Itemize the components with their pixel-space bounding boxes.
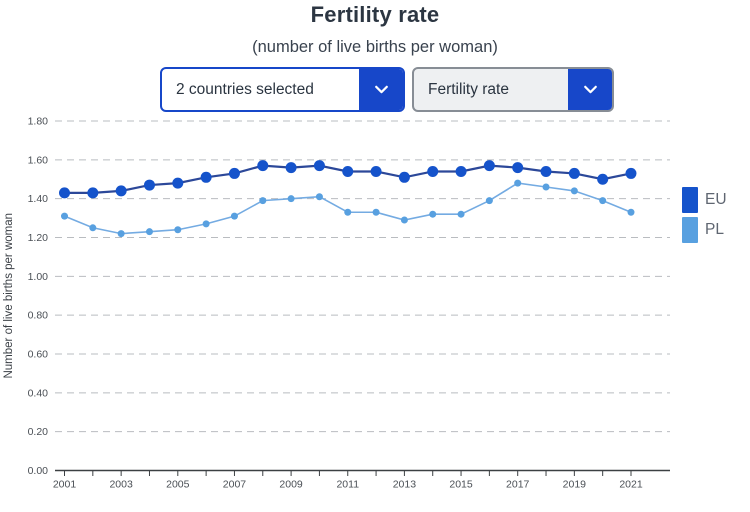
data-point-eu-2007[interactable] — [228, 167, 240, 179]
data-point-pl-2003[interactable] — [117, 230, 125, 238]
countries-dropdown-value: 2 countries selected — [176, 80, 314, 98]
data-point-eu-2012[interactable] — [370, 165, 382, 177]
legend-item-pl[interactable]: PL — [682, 217, 727, 243]
data-point-eu-2014[interactable] — [427, 165, 439, 177]
legend-label-eu: EU — [705, 191, 727, 208]
data-point-pl-2016[interactable] — [485, 197, 493, 205]
data-point-eu-2010[interactable] — [313, 160, 325, 172]
data-point-pl-2019[interactable] — [570, 187, 578, 195]
data-point-pl-2002[interactable] — [89, 224, 97, 232]
y-tick-label: 1.80 — [28, 116, 49, 128]
indicator-dropdown-value: Fertility rate — [428, 80, 509, 98]
data-point-pl-2005[interactable] — [174, 226, 182, 234]
countries-dropdown[interactable]: 2 countries selected — [160, 67, 405, 112]
chart-legend: EU PL — [682, 187, 727, 243]
data-point-eu-2008[interactable] — [257, 160, 269, 172]
x-tick-label: 2009 — [279, 479, 303, 491]
y-tick-label: 0.60 — [28, 349, 49, 361]
data-point-pl-2001[interactable] — [61, 212, 68, 220]
data-point-pl-2007[interactable] — [230, 212, 238, 220]
eu-series-swatch — [682, 187, 698, 213]
legend-label-pl: PL — [705, 221, 724, 238]
countries-dropdown-button[interactable] — [359, 69, 403, 110]
y-tick-label: 1.20 — [28, 232, 49, 244]
data-point-pl-2013[interactable] — [400, 216, 408, 224]
data-point-pl-2020[interactable] — [599, 197, 607, 205]
data-point-pl-2015[interactable] — [457, 210, 465, 218]
y-axis-title: Number of live births per woman — [3, 213, 15, 379]
data-point-eu-2013[interactable] — [398, 171, 410, 183]
data-point-pl-2014[interactable] — [429, 210, 437, 218]
chevron-down-icon — [583, 85, 597, 94]
data-point-pl-2009[interactable] — [287, 195, 295, 203]
data-point-eu-2002[interactable] — [87, 187, 99, 199]
indicator-dropdown[interactable]: Fertility rate — [412, 67, 614, 112]
data-point-pl-2018[interactable] — [542, 183, 550, 191]
x-tick-label: 2019 — [563, 479, 587, 491]
page-title: Fertility rate — [310, 2, 440, 27]
page-subtitle: (number of live births per woman) — [252, 38, 498, 56]
indicator-dropdown-button[interactable] — [568, 69, 612, 110]
pl-series-swatch — [682, 217, 698, 243]
data-point-pl-2011[interactable] — [344, 208, 352, 216]
x-tick-label: 2001 — [53, 479, 77, 491]
y-tick-label: 1.00 — [28, 271, 49, 283]
data-point-pl-2004[interactable] — [145, 228, 153, 236]
series-line-pl — [64, 182, 632, 235]
y-tick-label: 0.40 — [28, 387, 49, 399]
y-tick-label: 1.40 — [28, 193, 49, 205]
y-tick-label: 0.00 — [28, 465, 49, 477]
data-point-eu-2009[interactable] — [285, 162, 297, 174]
data-point-pl-2012[interactable] — [372, 208, 380, 216]
data-point-eu-2001[interactable] — [59, 187, 70, 199]
data-point-pl-2017[interactable] — [514, 179, 522, 187]
data-point-pl-2021[interactable] — [627, 208, 635, 216]
data-point-eu-2006[interactable] — [200, 171, 212, 183]
data-point-eu-2003[interactable] — [115, 185, 127, 197]
series-eu — [59, 160, 637, 199]
x-tick-label: 2003 — [109, 479, 133, 491]
data-point-eu-2004[interactable] — [143, 179, 155, 191]
data-point-pl-2006[interactable] — [202, 220, 210, 228]
data-point-eu-2019[interactable] — [568, 167, 580, 179]
x-tick-label: 2013 — [393, 479, 417, 491]
data-point-eu-2017[interactable] — [512, 162, 524, 174]
data-point-eu-2011[interactable] — [342, 165, 354, 177]
x-tick-label: 2015 — [449, 479, 473, 491]
x-tick-label: 2017 — [506, 479, 530, 491]
y-tick-label: 0.80 — [28, 310, 49, 322]
y-tick-label: 1.60 — [28, 154, 49, 166]
data-point-eu-2016[interactable] — [483, 160, 495, 172]
chevron-down-icon — [374, 85, 388, 94]
data-point-eu-2020[interactable] — [597, 173, 609, 185]
data-point-eu-2021[interactable] — [625, 167, 637, 179]
x-tick-label: 2011 — [336, 479, 359, 491]
y-tick-label: 0.20 — [28, 426, 49, 438]
data-point-eu-2015[interactable] — [455, 165, 467, 177]
x-tick-label: 2021 — [619, 479, 643, 491]
series-pl — [61, 179, 635, 238]
data-point-eu-2005[interactable] — [172, 177, 184, 189]
data-point-pl-2008[interactable] — [259, 197, 267, 205]
data-point-eu-2018[interactable] — [540, 165, 552, 177]
legend-item-eu[interactable]: EU — [682, 187, 727, 213]
x-tick-label: 2005 — [166, 479, 190, 491]
data-point-pl-2010[interactable] — [315, 193, 323, 201]
x-tick-label: 2007 — [223, 479, 247, 491]
